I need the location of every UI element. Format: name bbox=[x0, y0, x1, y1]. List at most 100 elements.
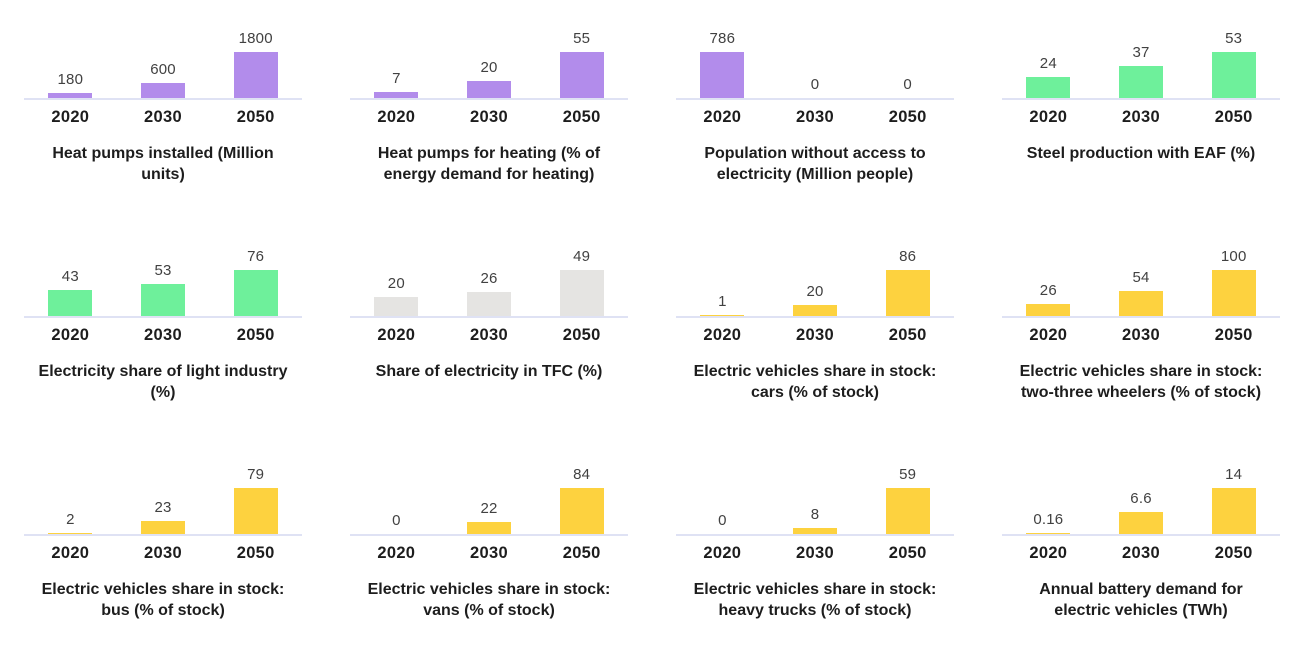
x-tick-label: 2050 bbox=[236, 108, 275, 126]
bar-chart: 20 26 49 2020 2030 2050 Share of electri… bbox=[326, 218, 652, 436]
bar-slot: 84 bbox=[535, 456, 628, 534]
bar-value-label: 26 bbox=[1039, 282, 1057, 300]
bar-value-label: 23 bbox=[154, 498, 172, 516]
bar bbox=[1119, 512, 1163, 534]
bar bbox=[233, 52, 278, 98]
bar-slot: 22 bbox=[443, 456, 536, 534]
bar-value-label: 55 bbox=[573, 30, 591, 47]
bar-value-label: 49 bbox=[573, 248, 591, 265]
x-tick-label: 2020 bbox=[51, 108, 90, 126]
bar bbox=[700, 315, 745, 316]
x-tick-label: 2020 bbox=[1029, 108, 1068, 126]
bar-slot: 7 bbox=[350, 20, 443, 98]
bar-slot: 100 bbox=[1187, 238, 1280, 316]
bar-slot: 600 bbox=[117, 20, 210, 98]
bar bbox=[374, 92, 419, 98]
bar-chart: 0 8 59 2020 2030 2050 Electric vehicles … bbox=[652, 436, 978, 654]
bar-slot: 0 bbox=[769, 20, 862, 98]
x-tick-label: 2030 bbox=[796, 326, 834, 344]
x-tick-label: 2050 bbox=[562, 544, 601, 562]
bar-chart: 2 23 79 2020 2030 2050 Electric vehicles… bbox=[0, 436, 326, 654]
bar bbox=[793, 527, 837, 534]
bar-slot: 180 bbox=[24, 20, 117, 98]
bar-value-label: 37 bbox=[1132, 43, 1150, 61]
x-axis-tick-row: 2020 2030 2050 bbox=[676, 326, 954, 345]
bar-slot: 20 bbox=[350, 238, 443, 316]
bar-chart: 43 53 76 2020 2030 2050 Electricity shar… bbox=[0, 218, 326, 436]
bar-value-label: 22 bbox=[480, 499, 498, 517]
bar-chart: 786 0 0 2020 2030 2050 Population withou… bbox=[652, 0, 978, 218]
x-tick-label: 2050 bbox=[236, 544, 275, 562]
chart-plot-area: 43 53 76 bbox=[24, 238, 302, 318]
bar bbox=[1026, 533, 1071, 534]
bar-slot: 55 bbox=[535, 20, 628, 98]
chart-title: Electricity share of light industry (%) bbox=[38, 363, 288, 401]
x-tick-label: 2020 bbox=[703, 544, 742, 562]
bar bbox=[141, 520, 185, 534]
x-tick-label: 2050 bbox=[888, 108, 927, 126]
bar-value-label: 53 bbox=[1225, 30, 1243, 47]
x-tick-label: 2030 bbox=[796, 108, 834, 126]
bar-slot: 2 bbox=[24, 456, 117, 534]
bar-value-label: 24 bbox=[1039, 55, 1057, 73]
chart-title: Electric vehicles share in stock: bus (%… bbox=[41, 581, 285, 619]
bar-value-label: 59 bbox=[899, 466, 917, 483]
bar bbox=[559, 270, 604, 316]
bar bbox=[374, 297, 419, 316]
bar-value-label: 0 bbox=[718, 512, 727, 529]
bar-value-label: 786 bbox=[709, 30, 736, 47]
bar-chart: 7 20 55 2020 2030 2050 Heat pumps for he… bbox=[326, 0, 652, 218]
bar-chart: 180 600 1800 2020 2030 2050 Heat pumps i… bbox=[0, 0, 326, 218]
bar-value-label: 0 bbox=[810, 76, 820, 93]
x-tick-label: 2030 bbox=[470, 326, 508, 344]
bar-value-label: 100 bbox=[1220, 248, 1247, 265]
bar-slot: 53 bbox=[1187, 20, 1280, 98]
x-tick-label: 2020 bbox=[703, 108, 742, 126]
bar-value-label: 86 bbox=[899, 248, 917, 265]
bar-chart: 0 22 84 2020 2030 2050 Electric vehicles… bbox=[326, 436, 652, 654]
x-tick-label: 2030 bbox=[1122, 544, 1160, 562]
bar-value-label: 26 bbox=[480, 269, 498, 287]
x-tick-label: 2030 bbox=[144, 108, 182, 126]
bar bbox=[48, 93, 93, 98]
x-tick-label: 2030 bbox=[470, 108, 508, 126]
bar-slot: 86 bbox=[861, 238, 954, 316]
bar bbox=[559, 52, 604, 98]
bar bbox=[467, 81, 511, 98]
x-tick-label: 2050 bbox=[1214, 326, 1253, 344]
bar-value-label: 180 bbox=[57, 71, 84, 89]
x-tick-label: 2030 bbox=[470, 544, 508, 562]
x-axis-tick-row: 2020 2030 2050 bbox=[24, 108, 302, 127]
bar-slot: 54 bbox=[1095, 238, 1188, 316]
chart-plot-area: 0 22 84 bbox=[350, 456, 628, 536]
bar-slot: 8 bbox=[769, 456, 862, 534]
x-tick-label: 2020 bbox=[51, 326, 90, 344]
chart-plot-area: 7 20 55 bbox=[350, 20, 628, 100]
bar-slot: 0 bbox=[350, 456, 443, 534]
bar-chart: 0.16 6.6 14 2020 2030 2050 Annual batter… bbox=[978, 436, 1304, 654]
chart-plot-area: 180 600 1800 bbox=[24, 20, 302, 100]
bar-slot: 0 bbox=[676, 456, 769, 534]
x-tick-label: 2030 bbox=[144, 544, 182, 562]
bar bbox=[1211, 52, 1256, 98]
bar-value-label: 43 bbox=[61, 267, 79, 285]
bar-value-label: 2 bbox=[66, 510, 75, 528]
bar-slot: 43 bbox=[24, 238, 117, 316]
x-tick-label: 2050 bbox=[888, 326, 927, 344]
x-tick-label: 2030 bbox=[144, 326, 182, 344]
bar bbox=[1119, 291, 1163, 316]
chart-plot-area: 20 26 49 bbox=[350, 238, 628, 318]
bar-slot: 49 bbox=[535, 238, 628, 316]
bar-slot: 20 bbox=[769, 238, 862, 316]
chart-title: Population without access to electricity… bbox=[704, 145, 926, 183]
x-tick-label: 2050 bbox=[562, 108, 601, 126]
x-axis-tick-row: 2020 2030 2050 bbox=[676, 544, 954, 563]
chart-title: Share of electricity in TFC (%) bbox=[375, 363, 603, 380]
x-tick-label: 2020 bbox=[703, 326, 742, 344]
chart-title: Electric vehicles share in stock: heavy … bbox=[693, 581, 937, 619]
bar-chart: 1 20 86 2020 2030 2050 Electric vehicles… bbox=[652, 218, 978, 436]
bar-value-label: 6.6 bbox=[1130, 490, 1152, 508]
chart-plot-area: 786 0 0 bbox=[676, 20, 954, 100]
bar bbox=[885, 488, 930, 534]
bar-slot: 37 bbox=[1095, 20, 1188, 98]
